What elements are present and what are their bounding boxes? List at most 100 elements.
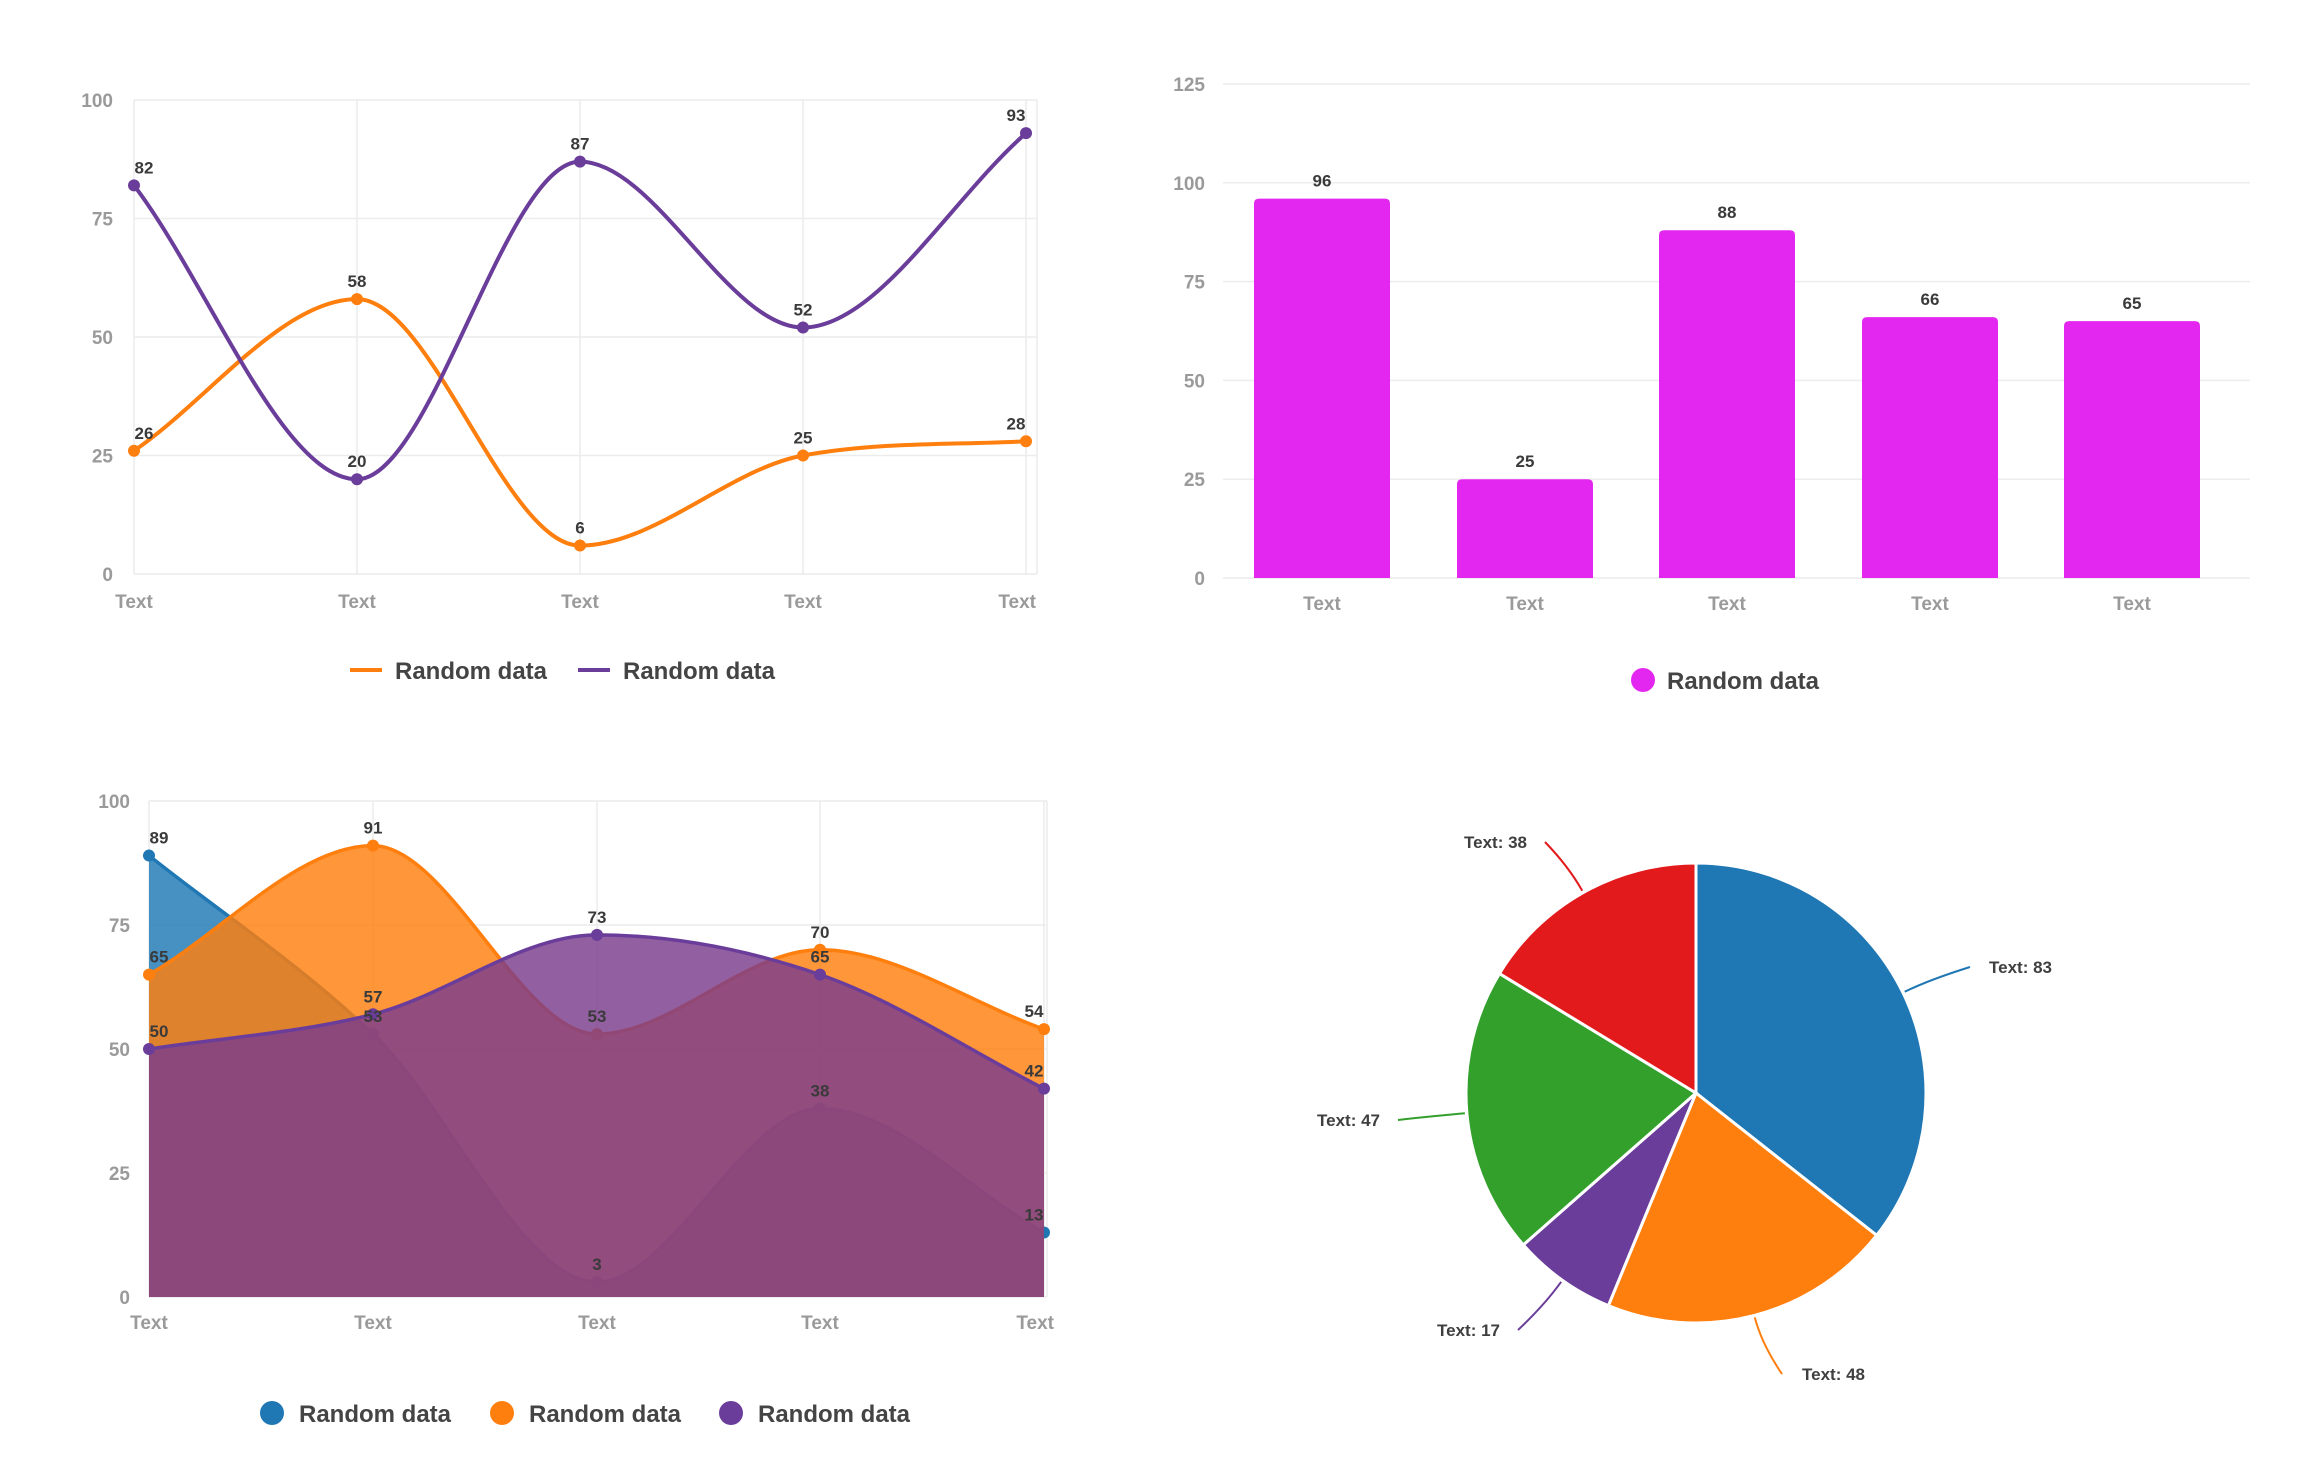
bar bbox=[1254, 198, 1390, 578]
line-chart: 0 25 50 75 100 Text Text Text Text Text 26 58 6 25 28 8… bbox=[81, 91, 1038, 685]
pie-slice bbox=[1521, 1091, 1698, 1308]
pie-slice bbox=[1464, 971, 1699, 1248]
series-line bbox=[132, 131, 1028, 482]
data-label: 50 bbox=[150, 1022, 169, 1041]
data-point bbox=[797, 449, 809, 462]
legend-dot-icon bbox=[719, 1401, 743, 1425]
data-label: 58 bbox=[348, 272, 367, 291]
x-tick-label: Text bbox=[784, 592, 822, 613]
pie-leader-line bbox=[1904, 966, 1971, 993]
data-label: 65 bbox=[2123, 294, 2142, 313]
y-tick-label: 75 bbox=[92, 210, 114, 231]
x-tick-label: Text bbox=[1911, 594, 1949, 615]
x-tick-label: Text bbox=[115, 592, 153, 613]
data-label: 93 bbox=[1007, 106, 1026, 125]
data-point bbox=[797, 321, 809, 334]
legend-dot-icon bbox=[260, 1401, 284, 1425]
y-tick-label: 125 bbox=[1173, 75, 1205, 96]
y-tick-label: 0 bbox=[119, 1288, 130, 1309]
pie-slice bbox=[1606, 1090, 1879, 1325]
legend-dot-icon bbox=[1631, 668, 1655, 692]
x-tick-label: Text bbox=[801, 1313, 839, 1334]
x-tick-label: Text bbox=[338, 592, 376, 613]
y-tick-label: 50 bbox=[109, 1040, 130, 1061]
data-label: 73 bbox=[588, 908, 607, 927]
x-tick-label: Text bbox=[1708, 594, 1746, 615]
x-tick-label: Text bbox=[1016, 1313, 1054, 1334]
series-line bbox=[132, 297, 1027, 548]
pie-chart: Text: 83 Text: 48 Text: 17 Text: 47 Text: 38 bbox=[1317, 833, 2052, 1384]
pie-leader-line bbox=[1753, 1317, 1783, 1375]
pie-slice-label: Text: 83 bbox=[1989, 958, 2052, 977]
data-point bbox=[351, 293, 363, 306]
data-label: 25 bbox=[1516, 452, 1535, 471]
data-label: 66 bbox=[1921, 290, 1940, 309]
legend-dot-icon bbox=[490, 1401, 514, 1425]
legend-label: Random data bbox=[529, 1401, 682, 1428]
x-tick-label: Text bbox=[1303, 594, 1341, 615]
bar bbox=[1659, 230, 1795, 578]
data-label: 53 bbox=[588, 1007, 607, 1026]
data-label: 25 bbox=[794, 429, 813, 448]
data-point bbox=[591, 928, 603, 941]
pie-slice bbox=[1497, 861, 1698, 1096]
data-label: 57 bbox=[364, 987, 383, 1006]
data-label: 96 bbox=[1313, 172, 1332, 191]
data-point bbox=[367, 839, 379, 852]
data-point bbox=[1020, 127, 1032, 140]
data-point bbox=[1020, 435, 1032, 448]
data-label: 3 bbox=[592, 1255, 601, 1274]
data-point bbox=[574, 539, 586, 552]
data-point bbox=[143, 968, 155, 981]
data-point bbox=[814, 943, 826, 956]
data-point bbox=[1038, 1082, 1050, 1095]
bar bbox=[2064, 321, 2200, 578]
y-tick-label: 50 bbox=[92, 328, 113, 349]
data-label: 42 bbox=[1025, 1062, 1044, 1081]
pie-slice-label: Text: 48 bbox=[1802, 1365, 1865, 1384]
data-label: 65 bbox=[150, 948, 169, 967]
data-label: 70 bbox=[811, 923, 830, 942]
pie-leader-line bbox=[1517, 1281, 1562, 1331]
y-tick-label: 25 bbox=[109, 1164, 131, 1185]
data-label: 91 bbox=[364, 819, 383, 838]
data-label: 88 bbox=[1718, 203, 1737, 222]
data-point bbox=[814, 968, 826, 981]
x-tick-label: Text bbox=[2113, 594, 2151, 615]
y-tick-label: 100 bbox=[1173, 174, 1205, 195]
data-label: 20 bbox=[348, 452, 367, 471]
legend-label: Random data bbox=[623, 658, 776, 685]
data-label: 13 bbox=[1025, 1206, 1044, 1225]
data-label: 28 bbox=[1007, 414, 1026, 433]
x-tick-label: Text bbox=[354, 1313, 392, 1334]
data-point bbox=[351, 473, 363, 486]
bar-chart: 0 25 50 75 100 125 Text Text Text Text Text 96 25 88 6… bbox=[1173, 75, 2250, 695]
y-tick-label: 25 bbox=[92, 447, 114, 468]
bar bbox=[1862, 317, 1998, 578]
data-label: 82 bbox=[135, 158, 154, 177]
pie-leader-line bbox=[1544, 841, 1584, 892]
x-tick-label: Text bbox=[578, 1313, 616, 1334]
legend-label: Random data bbox=[1667, 668, 1820, 695]
data-point bbox=[367, 1008, 379, 1021]
pie-slice-label: Text: 47 bbox=[1317, 1111, 1380, 1130]
pie-slice bbox=[1694, 861, 1928, 1238]
data-point bbox=[143, 849, 155, 862]
y-tick-label: 50 bbox=[1184, 371, 1205, 392]
legend-label: Random data bbox=[299, 1401, 452, 1428]
data-point bbox=[128, 444, 140, 457]
y-tick-label: 75 bbox=[1184, 273, 1206, 294]
data-label: 89 bbox=[150, 829, 169, 848]
data-point bbox=[128, 179, 140, 192]
legend-label: Random data bbox=[758, 1401, 911, 1428]
data-label: 52 bbox=[794, 301, 813, 320]
x-tick-label: Text bbox=[998, 592, 1036, 613]
x-tick-label: Text bbox=[1506, 594, 1544, 615]
pie-slice-label: Text: 17 bbox=[1437, 1321, 1500, 1340]
y-tick-label: 0 bbox=[1194, 569, 1205, 590]
data-label: 26 bbox=[135, 424, 154, 443]
data-label: 87 bbox=[571, 135, 590, 154]
data-label: 65 bbox=[811, 948, 830, 967]
x-tick-label: Text bbox=[130, 1313, 168, 1334]
data-label: 54 bbox=[1025, 1002, 1044, 1021]
